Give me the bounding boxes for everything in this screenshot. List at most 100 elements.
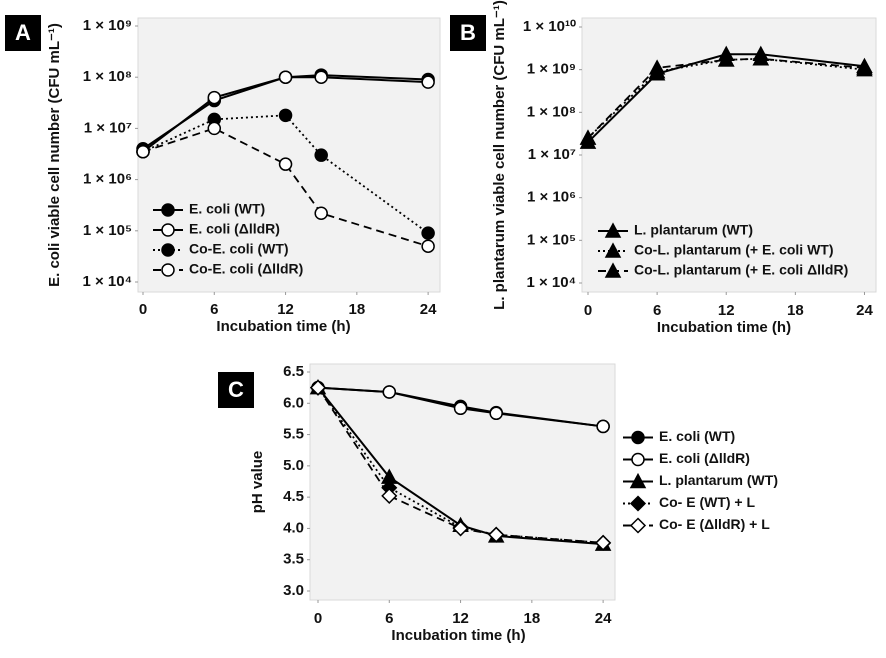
plot-area	[137, 17, 441, 293]
panel-label: B	[460, 20, 476, 45]
legend-marker	[604, 242, 622, 258]
marker	[278, 108, 293, 123]
marker	[752, 50, 770, 66]
marker	[489, 406, 503, 421]
y-tick-label: 6.0	[283, 394, 304, 411]
x-axis-title: Incubation time (h)	[657, 319, 791, 336]
panel-badge	[218, 372, 254, 408]
x-tick-label: 6	[653, 302, 661, 319]
legend-marker	[161, 243, 175, 257]
y-tick-label: 1 × 10⁸	[83, 68, 132, 85]
legend-marker	[629, 495, 647, 512]
x-tick-label: 24	[856, 302, 873, 319]
marker	[421, 75, 435, 89]
marker	[207, 90, 222, 105]
legend-marker	[161, 263, 175, 277]
y-tick-label: 1 × 10⁴	[82, 273, 132, 290]
panel-label: C	[228, 377, 244, 402]
legend-label: Co- E (WT) + L	[659, 494, 755, 510]
legend-marker	[161, 223, 175, 237]
legend-marker	[629, 472, 647, 489]
x-tick-label: 0	[314, 610, 322, 627]
legend-label: E. coli (WT)	[189, 201, 265, 217]
panel-label: A	[15, 20, 31, 45]
y-tick-label: 4.0	[283, 519, 304, 536]
marker	[421, 239, 435, 253]
marker	[488, 526, 505, 543]
marker	[382, 385, 397, 399]
marker	[314, 206, 328, 221]
marker	[207, 121, 222, 136]
legend-label: Co-L. plantarum (+ E. coli ΔlldR)	[634, 262, 848, 278]
x-tick-label: 12	[718, 302, 735, 319]
y-tick-label: 1 × 10¹⁰	[523, 18, 576, 35]
legend-label: E. coli (WT)	[659, 428, 735, 444]
y-tick-label: 4.5	[283, 488, 304, 505]
legend-label: E. coli (ΔlldR)	[659, 450, 750, 466]
x-tick-label: 12	[277, 301, 294, 318]
marker	[452, 520, 469, 537]
series-line	[142, 127, 429, 248]
y-tick-label: 1 × 10⁷	[528, 146, 576, 163]
marker	[278, 157, 293, 171]
legend-marker	[629, 517, 647, 534]
marker	[421, 226, 435, 240]
marker	[648, 59, 666, 75]
y-tick-label: 1 × 10⁴	[526, 274, 576, 291]
x-tick-label: 24	[420, 301, 437, 318]
legend-marker	[604, 262, 622, 278]
y-tick-label: 5.0	[283, 457, 304, 474]
marker	[596, 419, 610, 434]
y-tick-label: 3.0	[283, 582, 304, 599]
marker	[314, 148, 328, 162]
legend-label: Co-E. coli (WT)	[189, 241, 289, 257]
x-tick-label: 18	[348, 301, 365, 318]
y-tick-label: 5.5	[283, 426, 304, 443]
series-line	[317, 387, 604, 544]
marker	[314, 70, 328, 84]
series-line	[587, 57, 865, 139]
y-axis-title: E. coli viable cell number (CFU mL⁻¹)	[46, 23, 63, 287]
y-tick-label: 6.5	[283, 363, 304, 380]
x-tick-label: 24	[595, 610, 612, 627]
legend-marker	[631, 430, 645, 445]
marker	[717, 51, 735, 67]
marker	[309, 379, 327, 396]
x-tick-label: 18	[523, 610, 540, 627]
x-tick-label: 12	[452, 610, 469, 627]
y-axis-title: L. plantarum viable cell number (CFU mL⁻…	[491, 0, 508, 310]
x-tick-label: 6	[210, 301, 218, 318]
marker	[579, 129, 597, 145]
x-tick-label: 18	[787, 302, 804, 319]
y-axis-title: pH value	[249, 451, 266, 514]
legend-marker	[604, 222, 622, 238]
y-tick-label: 1 × 10⁵	[83, 222, 132, 239]
y-tick-label: 1 × 10⁹	[527, 61, 576, 78]
y-tick-label: 3.5	[283, 551, 304, 568]
x-tick-label: 6	[385, 610, 393, 627]
legend-label: Co-L. plantarum (+ E. coli WT)	[634, 242, 834, 258]
x-axis-title: Incubation time (h)	[391, 627, 525, 644]
y-tick-label: 1 × 10⁸	[527, 103, 576, 120]
marker	[136, 144, 150, 159]
legend-label: L. plantarum (WT)	[659, 472, 778, 488]
panel-badge	[450, 15, 486, 51]
plot-area	[309, 363, 616, 601]
x-tick-label: 0	[584, 302, 592, 319]
x-axis-title: Incubation time (h)	[216, 318, 350, 335]
marker	[595, 534, 612, 551]
marker	[278, 70, 293, 84]
y-tick-label: 1 × 10⁵	[527, 231, 576, 248]
legend-label: E. coli (ΔlldR)	[189, 221, 280, 237]
legend-label: L. plantarum (WT)	[634, 222, 753, 238]
legend-label: Co- E (ΔlldR) + L	[659, 516, 770, 532]
legend-marker	[161, 203, 175, 217]
y-tick-label: 1 × 10⁷	[84, 119, 132, 136]
x-tick-label: 0	[139, 301, 147, 318]
y-tick-label: 1 × 10⁶	[83, 171, 132, 188]
legend-marker	[631, 452, 645, 467]
y-tick-label: 1 × 10⁹	[83, 17, 132, 34]
marker	[453, 401, 468, 416]
